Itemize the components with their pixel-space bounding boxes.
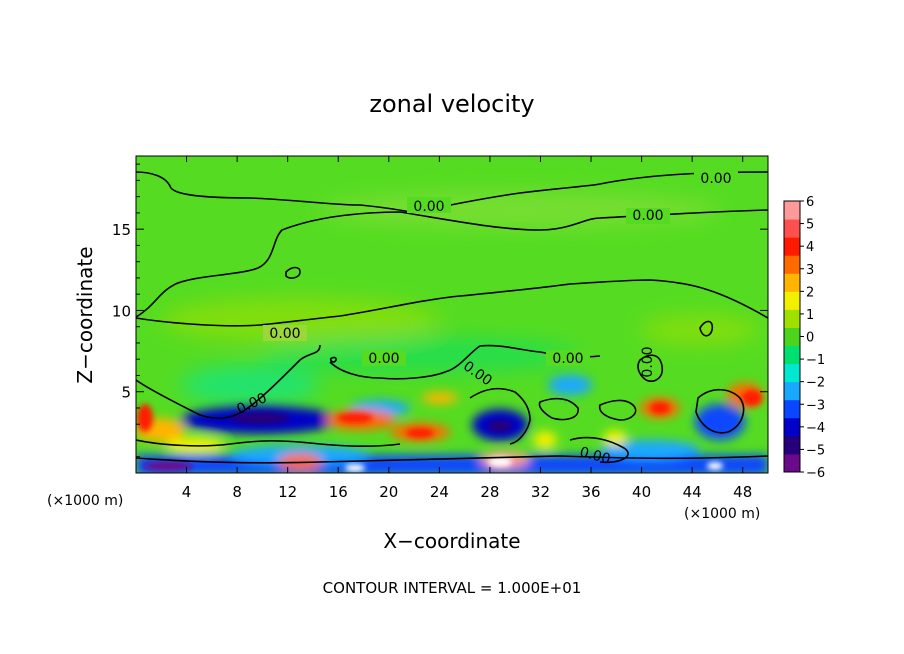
contour-label: 0.00	[368, 351, 399, 367]
y-axis-label: Z−coordinate	[73, 246, 97, 383]
plot-frame	[135, 155, 769, 474]
heatmap-field	[136, 156, 768, 473]
x-tick-label: 4	[182, 483, 192, 501]
colorbar-label: −3	[806, 398, 825, 413]
x-axis-label: X−coordinate	[383, 529, 520, 553]
colorbar-band	[784, 363, 800, 383]
colorbar-label: 1	[806, 308, 814, 323]
colorbar-band	[784, 255, 800, 274]
colorbar-label: 2	[806, 285, 814, 300]
colorbar-band	[784, 237, 800, 256]
colorbar-label: 5	[806, 218, 814, 233]
contour-label: 0.00	[632, 208, 663, 224]
contour-lines	[136, 171, 768, 464]
x-tick-label: 20	[379, 483, 398, 501]
contour-label: 0.00	[552, 351, 583, 367]
contour-label: 0.00	[578, 444, 612, 468]
contour-interval: CONTOUR INTERVAL = 1.000E+01	[323, 579, 582, 597]
x-tick-label: 48	[733, 483, 752, 501]
x-tick-label: 40	[632, 483, 651, 501]
x-tick-label: 32	[531, 483, 550, 501]
colorbar-label: 4	[806, 240, 814, 255]
x-tick-label: 44	[683, 483, 702, 501]
x-tick-label: 8	[232, 483, 242, 501]
colorbar-label: 6	[806, 195, 814, 210]
x-axis-ticks: 4 8 12 16 20 24 28 32 36 40 44 48	[182, 156, 752, 501]
colorbar-band	[784, 291, 800, 310]
y-tick-label: 15	[112, 221, 131, 239]
x-unit-right: (×1000 m)	[684, 506, 760, 522]
colorbar-label: 3	[806, 263, 814, 278]
colorbar-label: −6	[806, 466, 825, 481]
colorbar-band	[784, 399, 800, 419]
colorbar-band	[784, 381, 800, 401]
y-tick-label: 5	[121, 384, 131, 402]
y-axis-ticks: 5 10 15	[112, 163, 768, 458]
x-unit-left: (×1000 m)	[47, 493, 123, 509]
x-tick-label: 12	[278, 483, 297, 501]
y-tick-label: 10	[112, 302, 131, 320]
colorbar-band	[784, 309, 800, 328]
colorbar-band	[784, 327, 800, 347]
colorbar-label: −5	[806, 443, 825, 458]
x-tick-label: 24	[430, 483, 449, 501]
colorbar-band	[784, 219, 800, 238]
contour-label: 0.00	[700, 171, 731, 187]
contour-label: 0.00	[413, 199, 444, 215]
x-tick-label: 36	[581, 483, 600, 501]
x-tick-label: 28	[480, 483, 499, 501]
colorbar-band	[784, 273, 800, 292]
colorbar-label: −1	[806, 353, 825, 368]
colorbar-label: −4	[806, 421, 825, 436]
colorbar-label: −2	[806, 376, 825, 391]
colorbar-band	[784, 435, 800, 455]
x-tick-label: 16	[329, 483, 348, 501]
colorbar-label: 0	[806, 331, 814, 346]
colorbar: 6 5 4 3 2 1 0 −1 −2 −3 −4 −5 −6	[783, 195, 825, 481]
colorbar-band	[784, 201, 800, 220]
colorbar-band	[784, 453, 800, 473]
chart-title: zonal velocity	[369, 90, 534, 118]
contour-label: 0.00	[269, 326, 300, 342]
colorbar-band	[784, 417, 800, 437]
contour-label: 0.00	[640, 346, 656, 377]
colorbar-band	[784, 345, 800, 365]
